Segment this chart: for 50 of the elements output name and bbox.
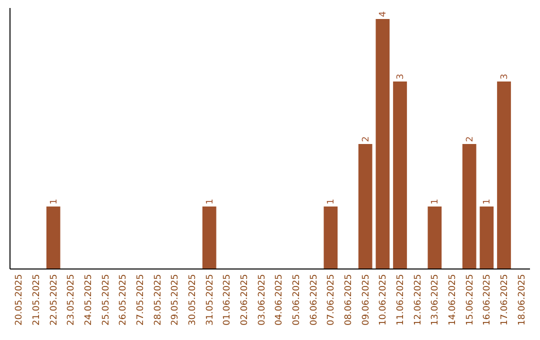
x-tick-label: 23.05.2025	[66, 274, 77, 326]
x-tick-label: 22.05.2025	[49, 274, 60, 326]
bar	[358, 144, 372, 269]
bar	[202, 206, 216, 269]
x-tick-label: 15.06.2025	[465, 274, 476, 326]
x-tick-label: 10.06.2025	[378, 274, 389, 326]
bar	[428, 206, 442, 269]
data-label: 1	[482, 198, 493, 204]
bar	[376, 19, 390, 269]
x-tick-label: 12.06.2025	[413, 274, 424, 326]
x-tick-label: 16.06.2025	[482, 274, 493, 326]
x-tick-label: 20.05.2025	[14, 274, 25, 326]
x-tick-label: 03.06.2025	[257, 274, 268, 326]
x-tick-label: 09.06.2025	[361, 274, 372, 326]
data-label: 1	[49, 198, 60, 204]
x-tick-label: 26.05.2025	[118, 274, 129, 326]
x-tick-label: 29.05.2025	[170, 274, 181, 326]
x-tick-label: 13.06.2025	[430, 274, 441, 326]
bar	[462, 144, 476, 269]
x-tick-label: 08.06.2025	[344, 274, 354, 326]
bar	[46, 206, 60, 269]
bar	[324, 206, 338, 269]
x-tick-label: 28.05.2025	[153, 274, 164, 326]
data-label: 1	[430, 198, 441, 204]
x-tick-label: 30.05.2025	[188, 274, 198, 326]
data-label: 1	[326, 198, 337, 204]
data-label: 1	[205, 198, 216, 204]
bar	[497, 82, 511, 269]
x-tick-label: 27.05.2025	[136, 274, 146, 326]
x-tick-label: 17.06.2025	[500, 274, 510, 326]
x-tick-label: 02.06.2025	[240, 274, 250, 326]
data-label: 2	[465, 136, 476, 142]
x-tick-label: 06.06.2025	[309, 274, 320, 326]
x-tick-label: 18.06.2025	[517, 274, 528, 326]
x-tick-label: 07.06.2025	[326, 274, 337, 326]
bar	[480, 206, 494, 269]
x-tick-label: 11.06.2025	[396, 274, 406, 326]
x-tick-label: 05.06.2025	[292, 274, 302, 326]
x-tick-label: 31.05.2025	[205, 274, 216, 326]
x-tick-label: 25.05.2025	[101, 274, 112, 326]
x-tick-label: 04.06.2025	[274, 274, 285, 326]
x-tick-label: 14.06.2025	[448, 274, 458, 326]
data-label: 2	[361, 136, 372, 142]
data-label: 3	[500, 74, 510, 80]
x-tick-label: 21.05.2025	[32, 274, 42, 326]
data-label: 3	[396, 74, 406, 80]
x-tick-label: 24.05.2025	[84, 274, 94, 326]
bar	[393, 82, 407, 269]
x-tick-label: 01.06.2025	[222, 274, 233, 326]
data-label: 4	[378, 11, 389, 17]
